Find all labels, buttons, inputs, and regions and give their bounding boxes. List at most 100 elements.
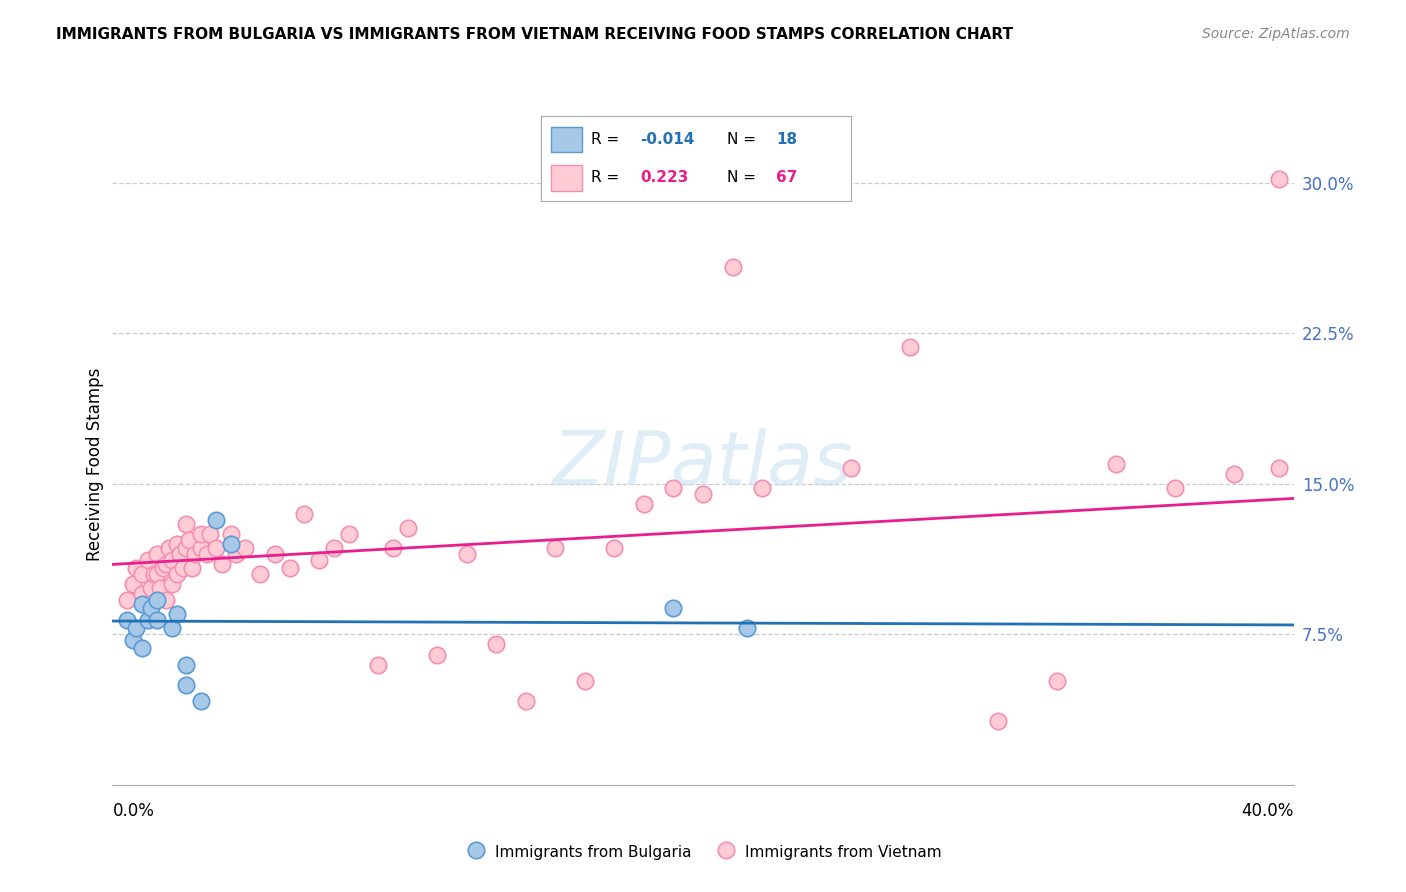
Point (987, 714, 1010, 728)
Point (721, 260, 744, 275)
Point (1164, 481, 1187, 495)
Point (278, 561, 301, 575)
Point (146, 547, 169, 561)
Point (633, 497, 655, 511)
Point (737, 621, 759, 635)
Text: N =: N = (727, 170, 756, 186)
Text: -0.014: -0.014 (640, 132, 695, 147)
Point (122, 577, 145, 591)
Point (172, 561, 194, 575)
Point (396, 521, 419, 535)
Point (136, 614, 159, 628)
Point (149, 582, 172, 596)
Point (125, 621, 148, 635)
Point (131, 587, 153, 601)
Point (662, 601, 685, 615)
Point (205, 513, 228, 527)
Point (155, 593, 177, 607)
Text: Source: ZipAtlas.com: Source: ZipAtlas.com (1202, 27, 1350, 41)
Point (382, 541, 405, 555)
Point (515, 694, 537, 708)
Point (190, 694, 212, 708)
Point (662, 481, 685, 495)
Point (603, 541, 626, 555)
Point (166, 567, 188, 582)
Point (146, 593, 169, 607)
Y-axis label: Receiving Food Stamps: Receiving Food Stamps (86, 368, 104, 560)
Point (426, 648, 449, 662)
Point (211, 557, 233, 572)
Point (1046, 673, 1069, 688)
Point (751, 481, 773, 495)
Point (122, 633, 145, 648)
Point (139, 582, 162, 596)
Point (198, 527, 221, 541)
Text: 0.0%: 0.0% (112, 802, 155, 820)
Point (174, 516, 197, 531)
Point (264, 547, 287, 561)
Point (308, 553, 330, 567)
Point (195, 547, 218, 561)
Point (139, 601, 162, 615)
Point (190, 541, 212, 555)
Point (225, 547, 247, 561)
Legend: Immigrants from Bulgaria, Immigrants from Vietnam: Immigrants from Bulgaria, Immigrants fro… (458, 837, 948, 867)
Point (131, 598, 153, 612)
Point (166, 607, 188, 622)
Point (574, 673, 596, 688)
Point (485, 637, 508, 651)
FancyBboxPatch shape (551, 165, 582, 191)
Text: R =: R = (591, 170, 619, 186)
Point (174, 657, 197, 672)
Point (131, 641, 153, 656)
Point (136, 553, 159, 567)
Point (219, 527, 242, 541)
Text: ZIPatlas: ZIPatlas (553, 428, 853, 500)
Text: 67: 67 (776, 170, 797, 186)
Point (174, 541, 197, 555)
Point (337, 527, 360, 541)
Point (117, 593, 138, 607)
Point (839, 461, 862, 475)
Point (152, 561, 174, 575)
Text: IMMIGRANTS FROM BULGARIA VS IMMIGRANTS FROM VIETNAM RECEIVING FOOD STAMPS CORREL: IMMIGRANTS FROM BULGARIA VS IMMIGRANTS F… (56, 27, 1014, 42)
Point (1105, 457, 1128, 471)
Point (146, 614, 169, 628)
Point (190, 527, 212, 541)
Point (219, 537, 242, 551)
Point (233, 541, 256, 555)
Text: N =: N = (727, 132, 756, 147)
Point (160, 577, 183, 591)
Point (249, 567, 271, 582)
Point (1223, 467, 1246, 481)
Point (160, 621, 183, 635)
Point (136, 598, 159, 612)
Point (131, 567, 153, 582)
Point (142, 567, 165, 582)
Point (117, 614, 138, 628)
Point (292, 507, 315, 521)
Text: 0.223: 0.223 (640, 170, 689, 186)
Point (181, 561, 204, 575)
Point (323, 541, 346, 555)
FancyBboxPatch shape (551, 127, 582, 153)
Text: 40.0%: 40.0% (1241, 802, 1294, 820)
Point (160, 553, 183, 567)
Point (692, 487, 714, 501)
Point (146, 567, 169, 582)
Point (1268, 171, 1291, 186)
Point (155, 557, 177, 572)
Point (184, 547, 207, 561)
Point (125, 561, 148, 575)
Point (1268, 461, 1291, 475)
Point (157, 541, 180, 555)
Point (174, 678, 197, 692)
Point (456, 547, 478, 561)
Point (367, 657, 389, 672)
Point (169, 547, 191, 561)
Point (166, 537, 188, 551)
Point (544, 541, 567, 555)
Text: 18: 18 (776, 132, 797, 147)
Point (898, 340, 921, 354)
Point (205, 541, 228, 555)
